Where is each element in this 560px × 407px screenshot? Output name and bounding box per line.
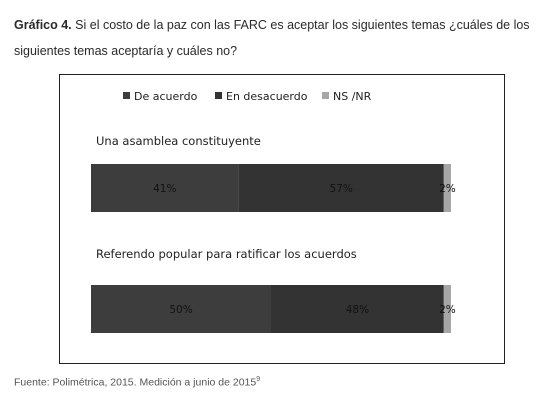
legend-swatch-de-acuerdo [123,92,130,99]
data-label-en-desacuerdo-1: 57% [330,183,353,195]
bar-de-acuerdo-1 [91,164,239,212]
bar-ns-nr-1 [443,164,451,212]
data-label-de-acuerdo-2: 50% [169,304,192,316]
source-text: Fuente: Polimétrica, 2015. Medición a ju… [14,376,257,389]
figure-caption: Gráfico 4. Si el costo de la paz con las… [14,12,554,64]
footnote-marker: 9 [256,376,261,383]
data-label-ns-nr-2: 2% [439,304,456,316]
bar-en-desacuerdo-2 [271,285,444,333]
category-label-2: Referendo popular para ratificar los acu… [96,247,357,261]
chart-frame: De acuerdo En desacuerdo NS /NR Una asamble… [59,74,505,364]
legend-label-de-acuerdo: De acuerdo [134,90,198,103]
bar-en-desacuerdo-1 [238,164,444,212]
figure-title: Si el costo de la paz con las FARC es ac… [14,18,530,58]
legend-swatch-ns-nr [322,92,329,99]
legend-label-ns-nr: NS /NR [333,90,372,103]
data-label-en-desacuerdo-2: 48% [346,304,369,316]
legend-label-en-desacuerdo: En desacuerdo [226,90,308,103]
data-label-ns-nr-1: 2% [439,183,456,195]
data-label-de-acuerdo-1: 41% [153,183,176,195]
legend-swatch-en-desacuerdo [215,92,222,99]
figure-number: Gráfico 4. [14,18,72,32]
source-note: Fuente: Polimétrica, 2015. Medición a ju… [14,376,260,389]
category-label-1: Una asamblea constituyente [96,134,261,148]
bar-de-acuerdo-2 [91,285,271,333]
stacked-bar-chart: De acuerdo En desacuerdo NS /NR Una asamble… [91,90,456,333]
bar-ns-nr-2 [443,285,451,333]
